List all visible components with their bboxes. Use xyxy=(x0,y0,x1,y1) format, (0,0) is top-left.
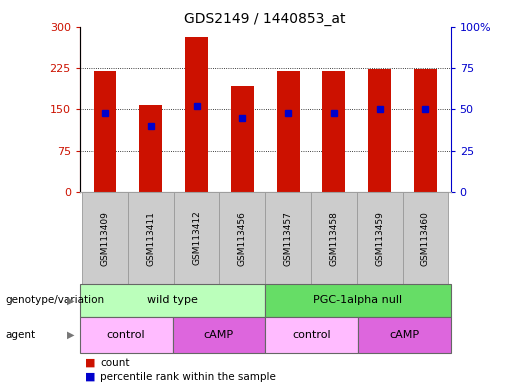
Text: ▶: ▶ xyxy=(67,330,74,340)
Bar xyxy=(174,192,219,284)
Bar xyxy=(265,284,451,317)
Text: genotype/variation: genotype/variation xyxy=(5,295,104,306)
Bar xyxy=(358,317,451,353)
Title: GDS2149 / 1440853_at: GDS2149 / 1440853_at xyxy=(184,12,346,26)
Text: GSM113460: GSM113460 xyxy=(421,211,430,265)
Bar xyxy=(94,71,116,192)
Text: PGC-1alpha null: PGC-1alpha null xyxy=(313,295,403,306)
Text: wild type: wild type xyxy=(147,295,198,306)
Bar xyxy=(82,192,128,284)
Bar xyxy=(128,192,174,284)
Bar xyxy=(277,71,300,192)
Text: GSM113458: GSM113458 xyxy=(330,211,338,265)
Text: ▶: ▶ xyxy=(67,295,74,306)
Text: GSM113457: GSM113457 xyxy=(284,211,293,265)
Text: GSM113409: GSM113409 xyxy=(100,211,110,265)
Text: ■: ■ xyxy=(85,372,95,382)
Bar xyxy=(140,105,162,192)
Text: GSM113456: GSM113456 xyxy=(238,211,247,265)
Bar xyxy=(173,317,265,353)
Text: control: control xyxy=(107,330,146,340)
Bar xyxy=(185,37,208,192)
Text: ■: ■ xyxy=(85,358,95,368)
Bar xyxy=(368,69,391,192)
Bar xyxy=(219,192,265,284)
Text: count: count xyxy=(100,358,130,368)
Bar xyxy=(265,317,358,353)
Bar xyxy=(322,71,346,192)
Text: percentile rank within the sample: percentile rank within the sample xyxy=(100,372,277,382)
Bar xyxy=(265,192,311,284)
Text: control: control xyxy=(293,330,331,340)
Bar xyxy=(357,192,403,284)
Text: GSM113412: GSM113412 xyxy=(192,211,201,265)
Bar xyxy=(403,192,449,284)
Text: agent: agent xyxy=(5,330,35,340)
Text: GSM113459: GSM113459 xyxy=(375,211,384,265)
Bar xyxy=(80,284,265,317)
Bar xyxy=(231,86,254,192)
Bar xyxy=(414,69,437,192)
Bar xyxy=(311,192,357,284)
Text: GSM113411: GSM113411 xyxy=(146,211,156,265)
Bar xyxy=(80,317,173,353)
Text: cAMP: cAMP xyxy=(389,330,419,340)
Text: cAMP: cAMP xyxy=(204,330,234,340)
